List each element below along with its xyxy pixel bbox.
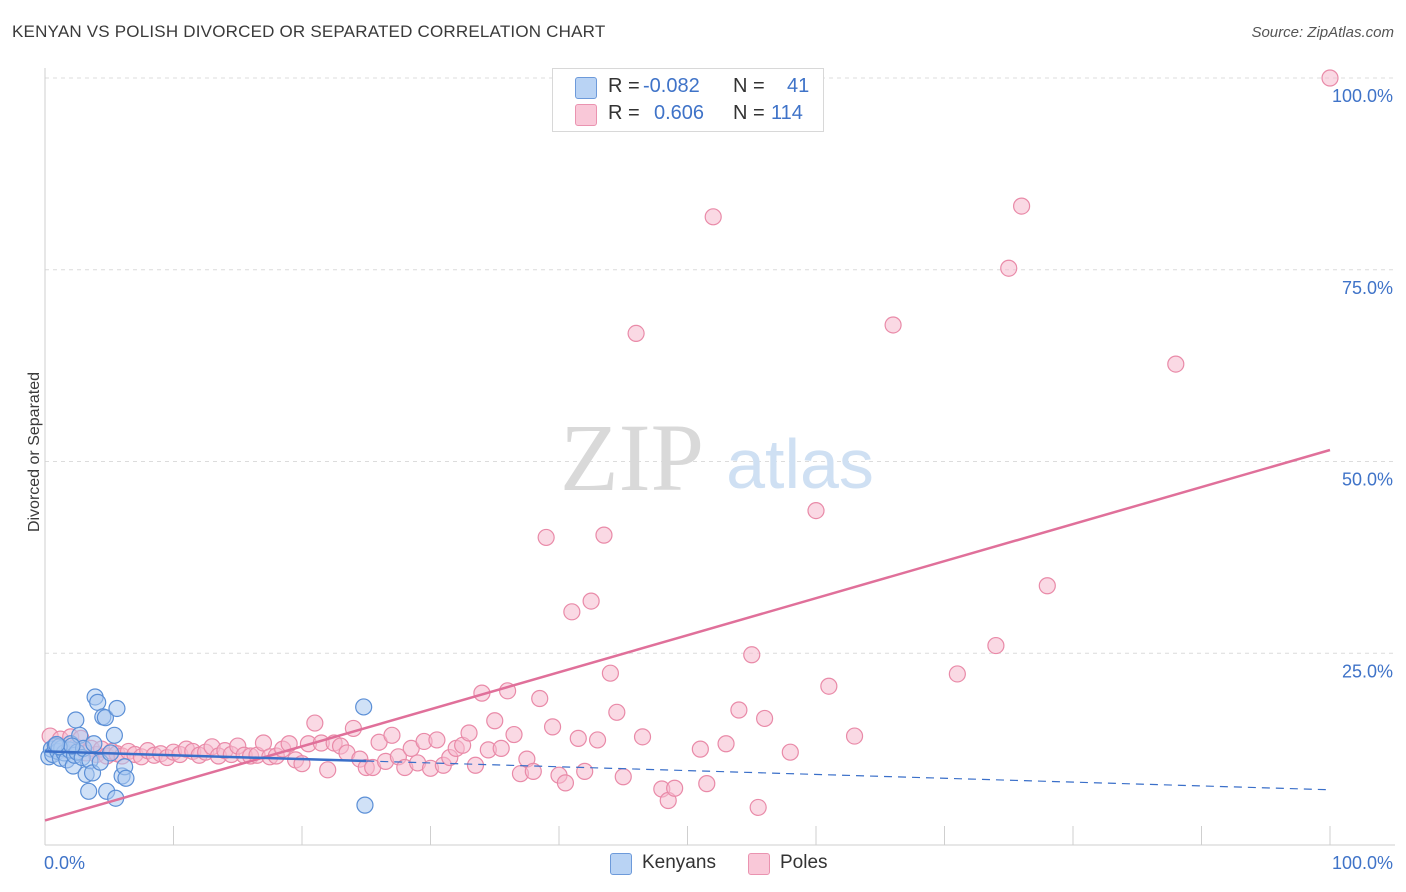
poles-point [781, 743, 799, 761]
poles-point [466, 756, 485, 774]
kenyans-point [105, 726, 123, 744]
poles-point [743, 646, 761, 664]
poles-point [588, 731, 607, 749]
poles-point [428, 731, 446, 749]
poles-point [576, 762, 594, 780]
poles-point [383, 726, 401, 744]
poles-point [556, 774, 575, 792]
y-tick-label: 50.0% [1342, 470, 1393, 490]
legend-label-kenyans: Kenyans [642, 852, 716, 873]
kenyans-point [47, 735, 66, 754]
y-tick-label: 25.0% [1342, 661, 1393, 681]
kenyans-point [85, 735, 103, 753]
watermark-atlas: atlas [726, 425, 874, 503]
kenyans-point [356, 796, 374, 814]
legend-n-value: 41 [787, 75, 810, 97]
poles-point [460, 724, 478, 742]
poles-point [614, 768, 632, 786]
y-tick-label: 75.0% [1342, 278, 1393, 298]
poles-point [730, 701, 748, 719]
kenyans-point [96, 709, 114, 727]
poles-point [524, 762, 542, 780]
legend-label-poles: Poles [780, 852, 828, 873]
kenyans-point [67, 711, 85, 729]
poles-point [563, 603, 581, 621]
poles-point [1012, 197, 1031, 215]
poles-point [537, 528, 555, 547]
x-tick-label-max: 100.0% [1332, 853, 1393, 873]
grid-lines [45, 77, 1395, 654]
watermark-zip: ZIP [560, 404, 704, 511]
poles-point [1167, 355, 1185, 373]
poles-swatch [748, 853, 770, 875]
kenyans-point [108, 699, 126, 718]
poles-point [987, 636, 1005, 655]
poles-point [845, 727, 864, 745]
poles-point [505, 725, 523, 744]
y-tick-label: 100.0% [1332, 86, 1393, 106]
x-tick-label-min: 0.0% [44, 853, 85, 873]
poles-point [319, 761, 337, 779]
poles-point [595, 526, 613, 544]
poles-swatch [575, 104, 597, 126]
poles-point [254, 734, 273, 752]
poles-point [582, 592, 600, 610]
legend-r-label: R = [608, 75, 640, 97]
poles-point [807, 501, 825, 520]
poles-point [492, 739, 510, 757]
legend-r-value: 0.606 [654, 102, 705, 124]
legend-n-label: N = [733, 102, 765, 124]
kenyans-point [80, 782, 98, 800]
kenyans-swatch [610, 853, 632, 875]
poles-point [627, 324, 645, 343]
poles-point [820, 677, 838, 695]
poles-point [531, 689, 549, 708]
source-label: Source: ZipAtlas.com [1251, 24, 1394, 41]
chart-title: KENYAN VS POLISH DIVORCED OR SEPARATED C… [12, 22, 606, 41]
kenyans-trend-line [44, 750, 367, 763]
poles-point [755, 709, 774, 728]
kenyans-point [355, 698, 373, 716]
poles-point [543, 718, 562, 736]
kenyans-point [117, 769, 135, 787]
kenyans-trend-extension [366, 760, 1331, 791]
poles-point [306, 714, 324, 732]
poles-point [717, 735, 735, 753]
stats-legend: R = -0.082 N = 41 R = 0.606 N = 114 [552, 68, 824, 132]
poles-point [633, 728, 652, 746]
kenyans-swatch [575, 77, 597, 99]
kenyans-point [89, 693, 107, 711]
poles-point [569, 729, 587, 747]
poles-point [691, 740, 709, 758]
legend-r-label: R = [608, 102, 640, 124]
poles-point [1321, 69, 1339, 87]
poles-point [698, 775, 716, 793]
poles-point [704, 208, 722, 226]
poles-point [608, 703, 626, 721]
axes [44, 68, 1395, 846]
poles-point [1038, 577, 1056, 595]
legend-r-value: -0.082 [643, 75, 700, 97]
poles-point [601, 664, 620, 682]
poles-point [884, 316, 902, 334]
poles-point [486, 712, 504, 730]
legend-n-label: N = [733, 75, 765, 97]
watermark: ZIP atlas [560, 404, 874, 511]
legend-n-value: 114 [771, 102, 803, 124]
poles-point [948, 665, 966, 683]
poles-point [749, 798, 767, 817]
poles-point [1000, 259, 1018, 277]
poles-point [666, 779, 684, 797]
y-axis-title: Divorced or Separated [26, 371, 43, 533]
